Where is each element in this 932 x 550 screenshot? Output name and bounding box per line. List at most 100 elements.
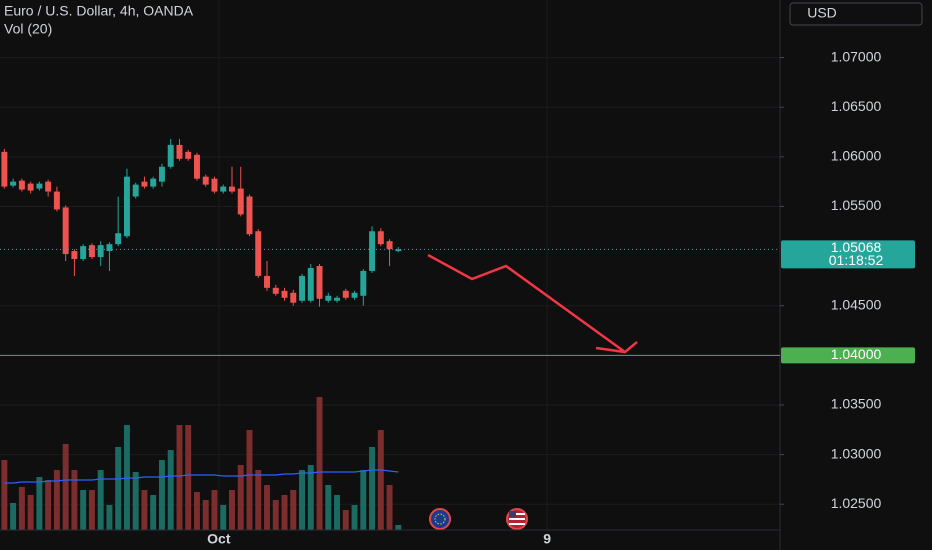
volume-bar [18,487,25,530]
candle-body [88,245,95,258]
candle-body [229,186,235,192]
candle-body [132,184,139,197]
volume-bar [53,470,60,530]
candle-body [377,231,384,245]
currency-button[interactable] [789,2,923,26]
volume-bar [132,472,139,530]
candle-body [202,176,209,185]
candle-body [369,231,376,271]
volume-bar [369,447,376,530]
candle-body [45,181,52,192]
volume-bar [264,485,270,530]
candle-body [193,154,200,179]
countdown-label: 01:18:52 [829,252,884,268]
volume-bar [272,500,279,530]
candle-body [342,290,349,298]
candle-body [281,290,288,298]
volume-bar [185,425,192,530]
x-tick-label: 9 [543,531,551,547]
level-label: 1.04000 [831,346,882,362]
candle-body [395,249,402,252]
volume-bar [176,425,183,530]
y-tick-label: 1.05500 [831,197,882,213]
candle-body [299,275,305,301]
candle-body [176,144,183,159]
candle-body [246,196,253,235]
candle-body [307,267,314,301]
y-tick-label: 1.04500 [831,296,882,312]
candle-body [290,292,297,303]
volume-bar [158,460,165,530]
candle-body [97,245,104,258]
candle-body [106,244,113,252]
candle-body [10,181,17,186]
y-tick-label: 1.07000 [831,48,882,64]
volume-bar [316,397,323,530]
y-tick-label: 1.06000 [831,148,882,164]
volume-bar [211,490,218,530]
candle-body [53,191,60,210]
candle-body [62,207,69,255]
grid [0,0,780,530]
volume-bar [360,470,367,530]
volume-bar [395,525,402,530]
volume-bar [115,447,122,530]
volume-bar [386,485,393,530]
volume-bar [97,470,104,530]
x-tick-label: Oct [207,531,231,547]
volume-bar [106,505,113,530]
candle-body [18,180,25,190]
candle-body [115,233,122,245]
candle-body [211,178,218,192]
volume-bar [246,430,253,530]
volume-bar [45,480,52,530]
candle-body [1,151,8,187]
candles [1,138,402,307]
event-icon[interactable] [506,508,528,530]
chart-title: Euro / U.S. Dollar, 4h, OANDA [4,3,194,19]
candle-body [36,183,43,189]
forecast-arrow [427,253,626,354]
volume-bar [10,503,17,530]
volume-bar [281,495,288,530]
volume-bar [351,505,358,530]
volume-bar [202,500,209,530]
candle-body [150,178,157,187]
candle-body [141,181,148,187]
candle-body [80,246,87,260]
arrow-head [595,341,638,354]
candle-body [167,144,174,167]
candle-body [220,186,227,192]
volume-pane [1,397,402,530]
volume-bar [62,444,69,530]
candle-body [360,270,367,296]
currency: USD [807,5,837,21]
last-price-label: 1.05068 [831,239,882,255]
candle-body [185,151,192,159]
y-tick-label: 1.06500 [831,98,882,114]
volume-bar [255,470,262,530]
candle-body [237,188,244,215]
volume-bar [1,460,8,530]
volume-bar [80,490,87,530]
volume-bar [150,495,157,530]
candle-body [71,251,78,260]
volume-bar [71,470,78,530]
candle-body [316,265,323,299]
volume-bar [325,485,332,530]
volume-bar [141,490,148,530]
event-icon[interactable] [429,508,451,530]
y-tick-label: 1.02500 [831,495,882,511]
y-tick-label: 1.03000 [831,445,882,461]
volume-bar [36,477,43,530]
volume-bar [307,465,314,530]
candle-body [325,295,332,301]
candle-body [27,183,34,191]
candle-body [264,275,270,288]
volume-bar [299,470,305,530]
volume-ma-line [4,469,399,484]
candle-body [255,231,262,276]
volume-bar [167,450,174,530]
volume-bar [229,490,235,530]
